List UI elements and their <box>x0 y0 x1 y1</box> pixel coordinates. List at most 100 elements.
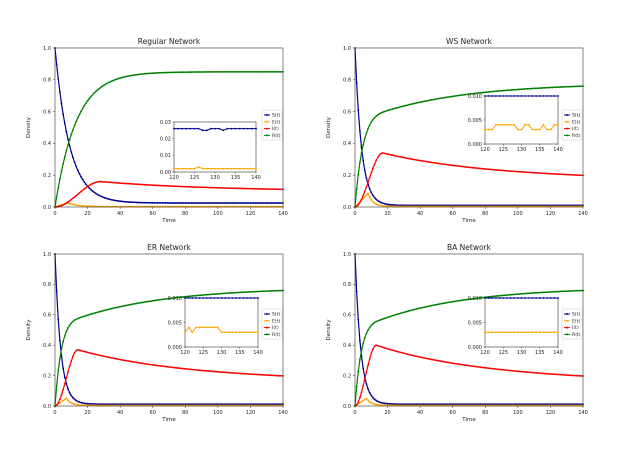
data-point <box>383 205 386 207</box>
data-point <box>76 204 79 207</box>
data-point <box>401 105 404 108</box>
data-point <box>111 181 113 184</box>
data-point <box>409 353 412 356</box>
data-point <box>135 403 138 406</box>
inset-y-tick-label: 0.010 <box>468 296 482 302</box>
data-point <box>564 290 566 293</box>
data-point <box>429 99 431 102</box>
data-point <box>560 403 563 406</box>
data-point <box>223 292 226 295</box>
data-point <box>171 71 174 74</box>
inset-point <box>520 331 523 334</box>
data-point <box>212 205 214 208</box>
data-point <box>182 71 185 74</box>
inset-y-tick-label: 0.005 <box>468 118 482 124</box>
data-point <box>236 403 239 406</box>
inset-point <box>553 123 556 126</box>
data-point <box>161 205 164 208</box>
data-point <box>383 110 386 113</box>
data-point <box>135 205 138 208</box>
data-point <box>228 70 231 73</box>
data-point <box>536 372 539 374</box>
data-point <box>72 320 74 323</box>
data-point <box>370 324 373 327</box>
inset-point <box>242 127 245 130</box>
data-point <box>249 187 252 190</box>
data-point <box>163 202 166 204</box>
data-point <box>146 201 149 204</box>
data-point <box>129 74 131 77</box>
data-point <box>195 205 198 208</box>
data-point <box>106 308 109 311</box>
data-point <box>203 205 206 208</box>
data-point <box>156 205 159 208</box>
data-point <box>252 187 255 190</box>
data-point <box>433 304 436 306</box>
data-point <box>76 116 79 119</box>
inset-x-tick-label: 140 <box>253 350 263 356</box>
data-point <box>528 403 531 406</box>
data-point <box>65 130 68 133</box>
data-point <box>251 202 253 204</box>
data-point <box>247 187 250 190</box>
data-point <box>265 205 268 208</box>
data-point <box>199 294 201 297</box>
y-tick-label: 1.0 <box>343 252 351 258</box>
data-point <box>221 205 224 208</box>
data-point <box>495 90 498 93</box>
data-point <box>234 372 237 375</box>
data-point <box>433 162 436 164</box>
data-point <box>133 183 136 186</box>
data-point <box>513 88 516 91</box>
data-point <box>215 205 218 208</box>
data-point <box>482 91 485 94</box>
data-point <box>124 359 126 362</box>
data-point <box>130 303 133 306</box>
data-point <box>425 357 428 360</box>
data-point <box>455 94 457 97</box>
data-point <box>523 403 526 406</box>
data-point <box>169 366 172 369</box>
data-point <box>562 373 565 376</box>
data-point <box>236 187 239 190</box>
data-point <box>362 194 365 197</box>
data-point <box>76 169 79 172</box>
data-point <box>547 372 550 375</box>
data-point <box>194 202 196 204</box>
data-point <box>430 161 433 164</box>
data-point <box>482 366 485 369</box>
data-point <box>463 93 466 96</box>
data-point <box>565 85 568 88</box>
inset-y-tick-label: 0.000 <box>468 345 482 351</box>
legend: S(t)E(t)I(t)R(t) <box>261 308 283 340</box>
data-point <box>277 374 280 377</box>
data-point <box>458 94 461 97</box>
data-point <box>420 306 423 309</box>
data-point <box>231 70 234 73</box>
data-point <box>448 301 451 304</box>
data-point <box>510 369 513 372</box>
data-point <box>73 161 76 164</box>
data-point <box>529 171 532 174</box>
data-point <box>277 202 280 204</box>
inset-point <box>524 95 527 97</box>
data-point <box>148 300 151 303</box>
data-point <box>190 368 193 371</box>
data-point <box>424 403 426 406</box>
x-tick-label: 40 <box>117 410 123 416</box>
data-point <box>565 374 568 376</box>
data-point <box>363 398 366 401</box>
data-point <box>72 197 74 200</box>
data-point <box>119 77 122 79</box>
inset-point <box>253 297 256 299</box>
data-point <box>145 300 148 303</box>
inset-x-tick-label: 120 <box>169 175 179 181</box>
data-point <box>252 403 255 406</box>
y-tick-label: 0.8 <box>343 282 351 288</box>
data-point <box>567 173 570 176</box>
data-point <box>63 376 66 379</box>
data-point <box>142 183 144 186</box>
inset-y-tick-label: 0.000 <box>468 142 482 148</box>
data-point <box>202 369 205 372</box>
data-point <box>472 365 475 368</box>
